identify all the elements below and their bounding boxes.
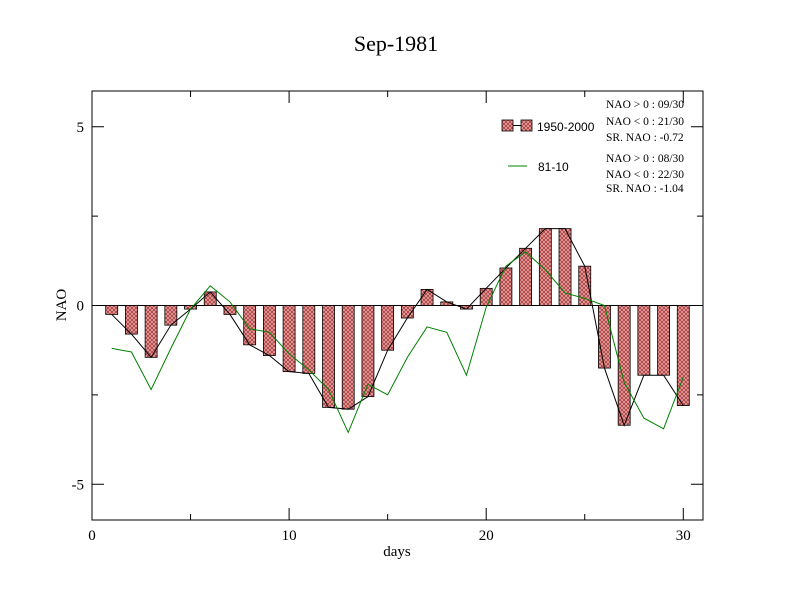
bar-day-14 [361,305,375,398]
stat-81-10-positive: NAO > 0 : 08/30 [606,153,684,165]
bar-day-26 [598,305,611,369]
bars-series [105,228,690,426]
bar-day-13 [341,305,355,410]
bar-day-21 [499,267,513,306]
x-tick-label-0: 0 [88,528,96,544]
legend-label-1950-2000: 1950-2000 [537,120,595,134]
stat-1950-2000-sr: SR. NAO : -0.72 [606,132,684,144]
series-line-81-10 [111,251,684,434]
stat-81-10-negative: NAO < 0 : 22/30 [606,169,684,181]
bar-day-10 [282,305,296,373]
bar-day-20 [479,287,493,306]
stat-81-10-sr: SR. NAO : -1.04 [606,183,684,195]
bar-day-6 [203,291,217,306]
chart-title: Sep-1981 [354,31,438,56]
legend-label-81-10: 81-10 [538,160,569,174]
bar-day-1 [105,305,119,315]
x-tick-label-30: 30 [676,528,691,544]
bar-day-30 [676,305,690,406]
bar-day-29 [657,305,670,376]
stats-annotations: NAO > 0 : 09/30 NAO < 0 : 21/30 SR. NAO … [606,99,684,195]
y-axis-label: NAO [54,289,70,322]
x-axis-label: days [383,544,411,560]
y-tick-label-0: 5 [77,120,85,136]
bar-day-28 [637,305,651,376]
x-tick-label-10: 10 [282,528,297,544]
legend: 1950-2000 81-10 [501,119,595,174]
legend-swatch-bar-left [501,119,514,132]
stat-1950-2000-positive: NAO > 0 : 09/30 [606,99,684,111]
bar-day-11 [302,305,316,374]
legend-swatch-bar-right [520,119,533,132]
stat-1950-2000-negative: NAO < 0 : 21/30 [606,116,684,128]
bar-day-12 [322,305,335,408]
x-tick-label-20: 20 [479,528,494,544]
bar-day-9 [262,305,276,356]
y-tick-label-2: -5 [72,477,85,493]
bar-day-23 [538,228,552,306]
y-tick-label-1: 0 [77,299,85,315]
bar-tops-outline [111,228,684,427]
bar-day-22 [519,247,533,306]
